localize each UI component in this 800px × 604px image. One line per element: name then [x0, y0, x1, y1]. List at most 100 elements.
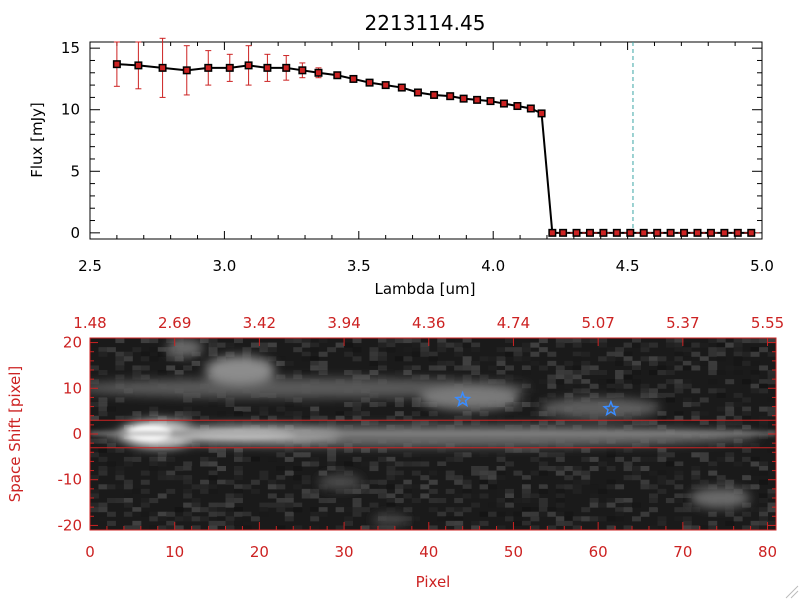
heatmap-pixel: [581, 447, 591, 453]
heatmap-pixel: [233, 488, 243, 494]
heatmap-pixel: [200, 338, 210, 344]
heatmap-pixel: [420, 516, 430, 522]
heatmap-pixel: [352, 397, 362, 403]
heatmap-pixel: [496, 470, 506, 476]
heatmap-pixel: [166, 525, 176, 530]
heatmap-pixel: [377, 493, 387, 499]
heatmap-pixel: [98, 484, 108, 490]
heatmap-pixel: [344, 351, 354, 357]
heatmap-pixel: [386, 374, 396, 380]
heatmap-pixel: [394, 370, 404, 376]
heatmap-pixel: [310, 525, 320, 530]
heatmap-pixel: [538, 452, 548, 458]
heatmap-pixel: [327, 456, 337, 462]
heatmap-pixel: [488, 502, 498, 508]
heatmap-pixel: [598, 415, 608, 421]
heatmap-pixel: [733, 420, 743, 426]
heatmap-pixel: [521, 356, 531, 362]
wavelength-top-tick-label: 5.07: [581, 314, 614, 332]
heatmap-pixel: [598, 488, 608, 494]
heatmap-pixel: [538, 379, 548, 385]
heatmap-pixel: [598, 461, 608, 467]
heatmap-pixel: [589, 516, 599, 522]
heatmap-pixel: [674, 493, 684, 499]
heatmap-pixel: [411, 516, 421, 522]
heatmap-pixel: [640, 466, 650, 472]
heatmap-pixel: [632, 443, 641, 449]
heatmap-pixel: [174, 374, 184, 380]
heatmap-pixel: [361, 447, 370, 453]
data-point-marker-fill: [748, 230, 754, 236]
heatmap-pixel: [166, 470, 176, 476]
heatmap-pixel: [581, 370, 591, 376]
heatmap-pixel: [327, 498, 337, 504]
heatmap-pixel: [759, 424, 769, 430]
heatmap-pixel: [106, 443, 116, 449]
heatmap-pixel: [699, 411, 709, 417]
heatmap-pixel: [352, 406, 362, 412]
heatmap-pixel: [98, 438, 108, 444]
heatmap-pixel: [682, 516, 692, 522]
heatmap-pixel: [521, 388, 531, 394]
heatmap-pixel: [411, 397, 421, 403]
heatmap-pixel: [318, 415, 328, 421]
heatmap-pixel: [90, 452, 99, 458]
heatmap-pixel: [174, 452, 184, 458]
heatmap-pixel: [301, 488, 311, 494]
heatmap-pixel: [733, 392, 743, 398]
heatmap-pixel: [750, 370, 760, 376]
data-point-marker-fill: [350, 76, 356, 82]
heatmap-pixel: [496, 356, 506, 362]
heatmap-pixel: [454, 420, 464, 426]
heatmap-pixel: [403, 461, 413, 467]
heatmap-pixel: [733, 438, 743, 444]
heatmap-pixel: [352, 411, 362, 417]
heatmap-pixel: [301, 475, 311, 481]
data-point-marker-fill: [135, 62, 141, 68]
heatmap-pixel: [708, 484, 718, 490]
heatmap-pixel: [555, 370, 565, 376]
heatmap-pixel: [403, 502, 413, 508]
heatmap-pixel: [564, 379, 574, 385]
heatmap-pixel: [623, 502, 633, 508]
heatmap-pixel: [123, 456, 133, 462]
heatmap-pixel: [496, 456, 506, 462]
heatmap-pixel: [445, 456, 455, 462]
heatmap-pixel: [200, 452, 210, 458]
heatmap-pixel: [682, 402, 692, 408]
heatmap-pixel: [377, 525, 387, 530]
heatmap-pixel: [606, 392, 616, 398]
heatmap-pixel: [208, 461, 218, 467]
heatmap-pixel: [301, 402, 311, 408]
heatmap-pixel: [657, 520, 667, 526]
heatmap-pixel: [623, 374, 633, 380]
heatmap-pixel: [564, 516, 574, 522]
heatmap-pixel: [233, 447, 243, 453]
heatmap-pixel: [521, 507, 531, 513]
heatmap-pixel: [259, 356, 269, 362]
wavelength-top-tick-label: 4.36: [412, 314, 445, 332]
heatmap-pixel: [344, 342, 354, 348]
heatmap-pixel: [513, 511, 523, 517]
heatmap-pixel: [708, 360, 718, 366]
heatmap-pixel: [403, 484, 413, 490]
heatmap-pixel: [521, 488, 531, 494]
heatmap-pixel: [259, 411, 269, 417]
heatmap-pixel: [555, 498, 565, 504]
heatmap-pixel: [157, 452, 167, 458]
heatmap-pixel: [750, 338, 760, 344]
heatmap-pixel: [420, 475, 430, 481]
heatmap-pixel: [115, 484, 125, 490]
heatmap-pixel: [682, 507, 692, 513]
data-point-marker-fill: [367, 80, 373, 86]
heatmap-pixel: [284, 466, 294, 472]
heatmap-pixel: [267, 415, 277, 421]
heatmap-pixel: [369, 370, 379, 376]
heatmap-pixel: [183, 470, 193, 476]
heatmap-pixel: [174, 507, 184, 513]
heatmap-pixel: [106, 461, 116, 467]
heatmap-pixel: [394, 461, 404, 467]
heatmap-pixel: [742, 406, 752, 412]
heatmap-pixel: [572, 365, 582, 371]
